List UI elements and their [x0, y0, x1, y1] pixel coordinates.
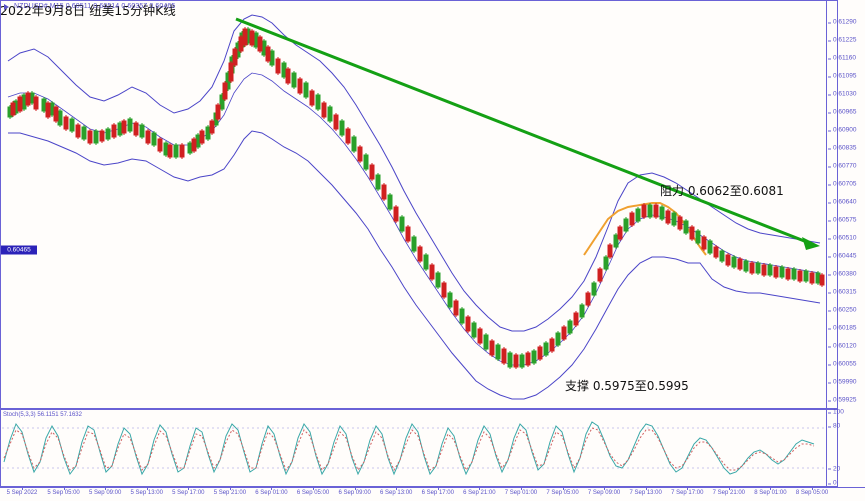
time-axis[interactable]: [0, 487, 865, 501]
time-tick-mark: [354, 487, 356, 490]
time-tick: 7 Sep 05:00: [546, 490, 579, 496]
price-tick: 0.60250: [828, 306, 857, 314]
time-tick: 6 Sep 13:00: [380, 490, 413, 496]
price-tick: 0.61160: [827, 54, 857, 62]
price-tick: 0.61225: [828, 36, 857, 44]
time-tick: 5 Sep 2022: [6, 490, 38, 496]
time-tick: 5 Sep 13:00: [130, 490, 163, 496]
price-tick: 0.60965: [828, 108, 857, 116]
time-tick: 8 Sep 01:00: [754, 490, 787, 496]
stochastic-indicator-panel[interactable]: [0, 409, 838, 487]
time-tick-mark: [313, 487, 315, 490]
time-tick-mark: [271, 487, 273, 490]
time-tick: 7 Sep 21:00: [712, 490, 746, 496]
price-tick-list: 0.61290 0.61225 0.61160 0.61095 0.61030 0.609…: [826, 0, 865, 409]
stoch-d-line: [3, 427, 815, 472]
time-tick-mark: [146, 487, 148, 490]
resistance-annotation: 阻力 0.6062至0.6081: [660, 184, 784, 198]
chart-caption: 2022年9月8日 纽美15分钟K线: [0, 3, 176, 18]
time-tick: 6 Sep 09:00: [338, 490, 371, 496]
time-tick-mark: [728, 487, 730, 490]
oscillator-tick: 100: [828, 408, 844, 416]
price-tick: 0.60055: [828, 360, 857, 368]
candlestick-series: [7, 27, 825, 369]
bollinger-upper-band: [7, 14, 821, 332]
time-tick: 5 Sep 09:00: [88, 490, 122, 496]
price-tick: 0.61290: [828, 18, 857, 26]
time-tick: 7 Sep 17:00: [671, 490, 704, 496]
time-tick-mark: [22, 487, 23, 490]
time-tick: 7 Sep 01:00: [504, 490, 538, 496]
price-tick: 0.60380: [828, 270, 857, 278]
time-tick-mark: [396, 487, 398, 490]
time-tick: 5 Sep 17:00: [172, 490, 205, 496]
stochastic-plot-area[interactable]: [0, 410, 826, 486]
oscillator-tick: 20: [827, 465, 841, 473]
price-tick: 0.59990: [828, 378, 857, 386]
price-tick: 0.60445: [828, 252, 857, 260]
time-tick: 8 Sep 05:00: [795, 490, 829, 496]
chart-pointer-icon: [4, 4, 9, 10]
price-plot-area[interactable]: [0, 1, 826, 409]
price-tick: 0.61030: [828, 90, 857, 98]
time-tick-mark: [562, 487, 564, 490]
time-tick: 6 Sep 21:00: [463, 490, 496, 496]
oscillator-axis[interactable]: [826, 409, 865, 487]
time-tick: 6 Sep 05:00: [296, 490, 330, 496]
support-annotation: 支撑 0.5975至0.5995: [565, 379, 689, 393]
price-tick: 0.60120: [828, 342, 857, 350]
time-tick: 7 Sep 13:00: [629, 490, 662, 496]
stochastic-label: Stoch(5,3,3) 56.1151 57.1632: [3, 412, 82, 418]
price-tick: 0.60315: [828, 288, 857, 296]
time-tick-mark: [63, 487, 65, 490]
time-tick-mark: [229, 487, 231, 490]
time-tick: 6 Sep 17:00: [421, 490, 454, 496]
price-tick: 0.60900: [828, 126, 857, 134]
price-tick: 0.60575: [828, 216, 857, 224]
bollinger-middle-band: [7, 72, 821, 366]
stoch-k-line: [3, 421, 815, 476]
time-tick: 6 Sep 01:00: [255, 490, 288, 496]
price-tick: 0.60510: [828, 234, 857, 242]
price-tick: 0.60835: [828, 144, 857, 152]
price-tick: 0.60770: [828, 162, 857, 170]
downtrend-trendline[interactable]: [235, 17, 820, 250]
symbol-quote-line: NZDUSD#,M15 0.60511 0.60514 0.60357 0.60…: [14, 3, 176, 10]
price-tick: 0.61095: [828, 72, 857, 80]
time-tick-mark: [105, 487, 107, 490]
time-tick-mark: [687, 487, 689, 490]
time-tick-mark: [188, 487, 190, 490]
time-tick-list: 5 Sep 2022 5 Sep 05:00 5 Sep 09:00 5 Sep 13…: [0, 487, 865, 501]
time-tick-mark: [479, 487, 481, 490]
price-chart-panel[interactable]: [0, 0, 838, 409]
bollinger-lower-band: [8, 130, 821, 400]
time-tick-mark: [770, 487, 772, 490]
price-tick: 0.60705: [828, 180, 857, 188]
time-tick-mark: [437, 487, 439, 490]
oscillator-tick: 0: [828, 479, 837, 487]
time-tick-mark: [645, 487, 647, 490]
oscillator-tick-list: 100 80 20 0: [826, 409, 865, 487]
price-tick: 0.60640: [828, 198, 857, 206]
time-tick-mark: [604, 487, 606, 490]
price-axis[interactable]: [826, 0, 865, 409]
time-tick: 5 Sep 05:00: [47, 490, 80, 496]
price-tick: 0.60185: [828, 324, 857, 332]
price-tick: 0.59925: [828, 396, 857, 404]
oscillator-tick: 80: [827, 422, 841, 430]
current-price-tag: 0.60465: [1, 245, 37, 255]
time-tick-mark: [520, 487, 522, 490]
time-tick-mark: [812, 487, 813, 490]
time-tick: 7 Sep 09:00: [587, 490, 621, 496]
time-tick: 5 Sep 21:00: [213, 490, 247, 496]
